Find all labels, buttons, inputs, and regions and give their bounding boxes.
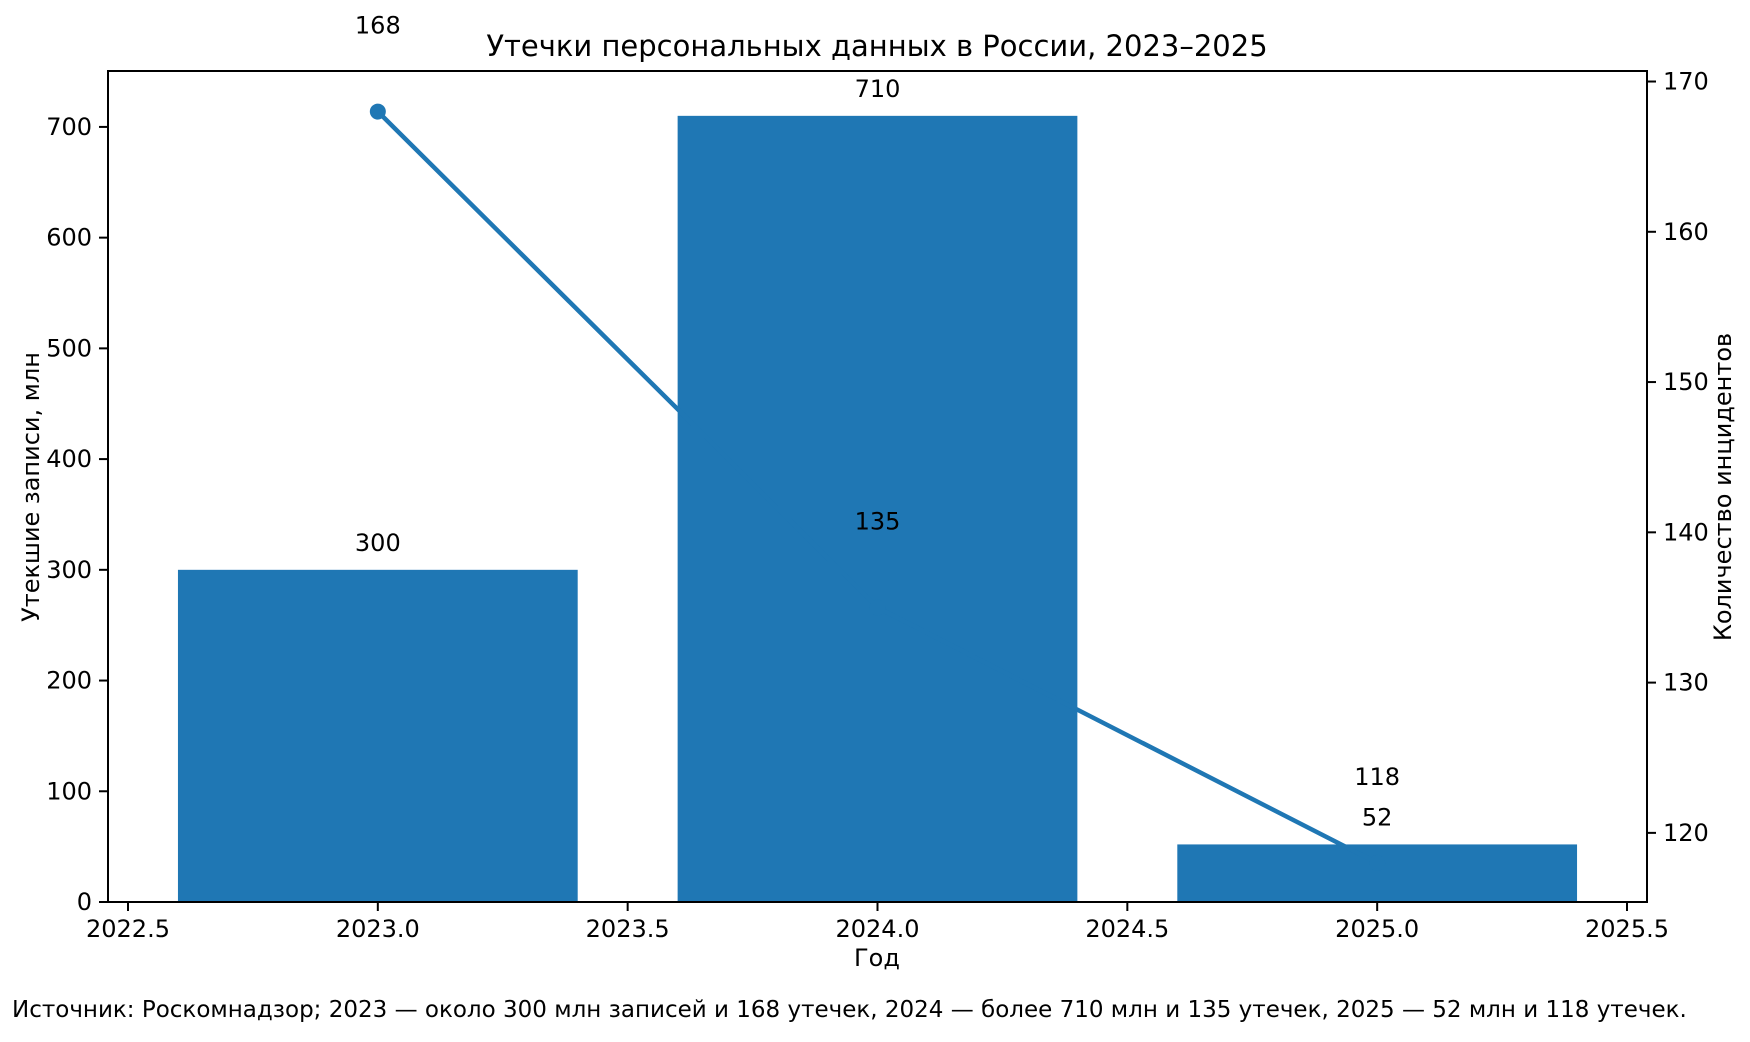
left-y-axis-label: Утекшие записи, млн [17, 352, 45, 622]
left-y-tick-label: 300 [46, 556, 92, 584]
x-axis-label: Год [854, 944, 900, 972]
x-tick-label: 2024.5 [1085, 915, 1169, 943]
right-y-tick-label: 140 [1663, 518, 1709, 546]
left-y-tick-label: 600 [46, 224, 92, 252]
right-y-axis-label: Количество инцидентов [1709, 332, 1737, 642]
source-footnote: Источник: Роскомнадзор; 2023 — около 300… [12, 997, 1687, 1023]
x-tick-label: 2024.0 [836, 915, 920, 943]
x-tick-label: 2023.5 [586, 915, 670, 943]
x-tick-label: 2022.5 [86, 915, 170, 943]
bar-value-label-2025: 52 [1362, 803, 1393, 831]
x-tick-label: 2025.0 [1335, 915, 1419, 943]
x-tick-label: 2023.0 [336, 915, 420, 943]
left-y-tick-label: 100 [46, 777, 92, 805]
x-tick-label: 2025.5 [1585, 915, 1669, 943]
incidents-marker-2025 [1369, 854, 1386, 871]
line-value-label-2025: 118 [1354, 763, 1400, 791]
right-y-tick-label: 150 [1663, 368, 1709, 396]
left-y-tick-label: 400 [46, 445, 92, 473]
left-y-tick-label: 200 [46, 667, 92, 695]
incidents-marker-2024 [869, 599, 886, 616]
bar-2023 [177, 569, 578, 902]
left-y-tick-label: 500 [46, 334, 92, 362]
right-y-tick-label: 130 [1663, 669, 1709, 697]
line-value-label-2023: 168 [355, 12, 401, 40]
bar-value-label-2023: 300 [355, 529, 401, 557]
left-y-tick-label: 0 [77, 888, 92, 916]
bar-2024 [677, 115, 1078, 902]
line-value-label-2024: 135 [855, 507, 901, 535]
left-y-tick-label: 700 [46, 113, 92, 141]
incidents-marker-2023 [369, 103, 386, 120]
chart-title: Утечки персональных данных в России, 202… [486, 29, 1268, 63]
right-y-tick-label: 170 [1663, 68, 1709, 96]
bar-value-label-2024: 710 [855, 75, 901, 103]
bar-2025 [1177, 844, 1578, 902]
right-y-tick-label: 160 [1663, 218, 1709, 246]
right-y-tick-label: 120 [1663, 819, 1709, 847]
